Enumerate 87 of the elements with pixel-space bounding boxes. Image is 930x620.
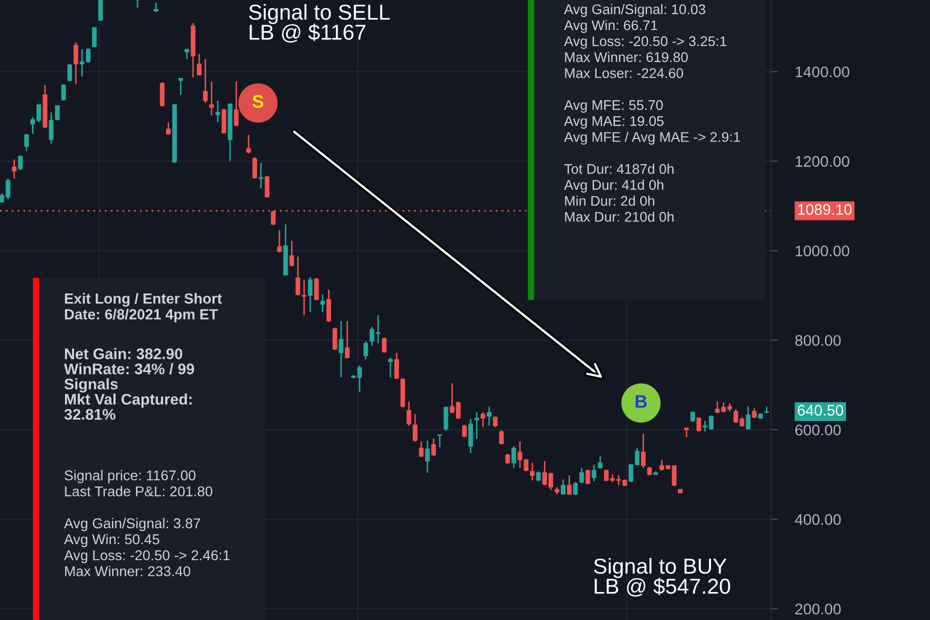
candlestick: [314, 277, 319, 302]
annotation: S: [252, 95, 264, 108]
candlestick: [338, 320, 344, 378]
candlestick: [462, 424, 467, 438]
candlestick: [444, 406, 448, 432]
candlestick: [480, 412, 486, 428]
candlestick: [178, 78, 184, 96]
candlestick: [166, 122, 171, 136]
candlestick: [196, 53, 202, 76]
text: Avg Gain/Signal: 10.03 Avg Win: 66.71 Avg Loss: -20.50 -> 3.25:1 Max Winner: 619.80 Max Loser: -224.60 Avg MFE: 55.70 Avg MAE: 19.05 Avg MFE / Avg MAE -> 2.9:1 Tot Dur: 4187d 0h Avg Dur: 41d 0h Min Dur: 2d 0h Max Dur: 210d 0h: [564, 4, 740, 222]
candlestick: [154, 2, 158, 13]
y-tick-label: 1400.00: [796, 66, 850, 78]
candlestick: [641, 433, 646, 468]
candlestick: [277, 229, 282, 254]
ref-line-label: 1089.10: [798, 204, 852, 215]
candlestick: [382, 336, 387, 354]
candlestick: [394, 352, 399, 380]
annotation: Signal to SELL LB @ $1167: [248, 4, 390, 43]
candlestick: [67, 63, 72, 82]
candlestick: [264, 175, 270, 198]
candlestick: [326, 288, 332, 323]
candlestick: [12, 158, 17, 180]
candlestick: [98, 0, 103, 22]
candlestick: [425, 440, 430, 474]
candlestick: [61, 83, 66, 102]
candlestick: [258, 162, 264, 190]
text: 640.50: [798, 404, 844, 416]
candlestick: [437, 434, 442, 448]
candlestick: [492, 416, 498, 428]
annotation: Net Gain: 382.90 WinRate: 34% / 99 Signals Mkt Val Captured: 32.81%: [64, 348, 194, 420]
annotation: Signal to BUY LB @ $547.20: [594, 558, 730, 597]
candlestick: [92, 26, 97, 48]
annotation: B: [636, 395, 647, 408]
candlestick: [184, 48, 190, 60]
y-tick-label: 400.00: [794, 514, 841, 525]
candlestick: [468, 418, 473, 454]
candlestick: [690, 410, 695, 423]
candlestick: [296, 256, 300, 296]
candlestick: [308, 276, 313, 313]
candlestick: [486, 406, 492, 426]
candlestick: [74, 42, 78, 85]
candlestick: [412, 413, 418, 442]
text: Signal price: 1167.00 Last Trade P&L: 201.80 Avg Gain/Signal: 3.87 Avg Win: 50.45 Avg Loss: -20.50 -> 2.46:1 Max Winner: 233.40: [64, 470, 230, 576]
candlestick: [592, 464, 596, 482]
candlestick: [530, 462, 535, 482]
candlestick: [55, 104, 60, 122]
candlestick: [18, 154, 23, 171]
candlestick: [566, 474, 572, 496]
candlestick: [332, 326, 338, 351]
candlestick: [499, 430, 504, 446]
candlestick: [246, 134, 251, 154]
candlestick: [752, 408, 757, 419]
candlestick: [536, 470, 541, 482]
candlestick: [320, 294, 325, 313]
candlestick: [363, 340, 368, 360]
y-tick-label: 200.00: [795, 604, 841, 614]
candlestick: [585, 468, 590, 486]
candlestick: [696, 416, 702, 432]
y-tick-label: 600.00: [795, 424, 841, 436]
candlestick: [388, 356, 393, 378]
candlestick: [357, 365, 362, 392]
candlestick: [406, 400, 412, 426]
candlestick: [215, 100, 220, 123]
candlestick: [252, 156, 258, 180]
y-tick-label: 800.00: [795, 335, 841, 346]
candlestick: [24, 133, 29, 152]
candlestick: [598, 455, 602, 470]
candlestick: [431, 438, 436, 457]
candlestick: [48, 112, 54, 144]
candlestick: [344, 320, 350, 360]
candlestick: [511, 446, 516, 468]
candlestick: [505, 453, 510, 464]
candlestick: [579, 467, 584, 484]
candlestick: [573, 481, 578, 496]
y-tick-label: 1000.00: [796, 246, 850, 256]
candlestick: [684, 427, 689, 438]
y-tick-label: 1200.00: [796, 156, 850, 167]
candlestick: [289, 240, 294, 268]
annotation: Exit Long / Enter Short Date: 6/8/2021 4pm ET: [64, 293, 222, 322]
candlestick: [302, 279, 306, 316]
candlestick: [222, 108, 226, 135]
candlestick: [203, 58, 208, 104]
candlestick: [160, 82, 165, 108]
candlestick: [418, 440, 424, 458]
candlestick: [746, 406, 750, 430]
candlestick: [560, 478, 566, 495]
candlestick: [209, 80, 214, 116]
